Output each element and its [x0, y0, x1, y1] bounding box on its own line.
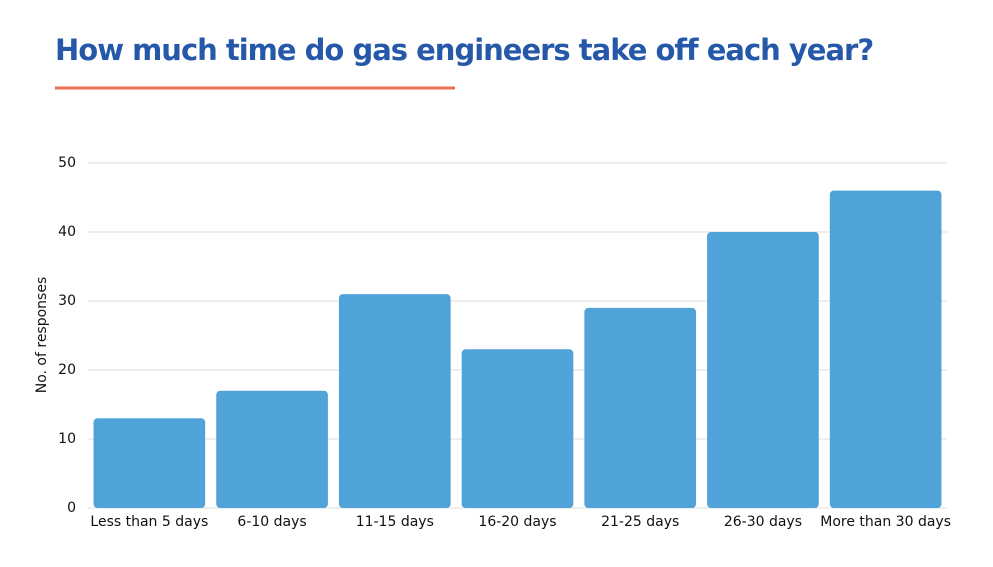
x-tick-label: 6-10 days: [237, 514, 306, 530]
y-tick-label: 50: [58, 155, 76, 171]
y-axis-label: No. of responses: [34, 277, 50, 394]
bar: [584, 307, 697, 508]
y-tick-label: 0: [67, 500, 76, 516]
x-tick-label: 16-20 days: [478, 514, 556, 530]
bar: [216, 390, 328, 508]
chart-title: How much time do gas engineers take off …: [55, 33, 873, 67]
y-tick-label: 40: [58, 224, 76, 240]
bar: [707, 232, 819, 508]
bar: [93, 418, 206, 508]
x-tick-label: Less than 5 days: [90, 514, 208, 530]
x-tick-label: 26-30 days: [724, 514, 802, 530]
bar: [461, 349, 574, 508]
bar: [338, 294, 451, 508]
y-tick-label: 10: [58, 431, 76, 447]
x-tick-label: 11-15 days: [356, 514, 434, 530]
x-tick-label: 21-25 days: [601, 514, 679, 530]
y-tick-label: 30: [58, 293, 76, 309]
bar: [829, 190, 942, 508]
y-tick-label: 20: [58, 362, 76, 378]
x-tick-label: More than 30 days: [820, 514, 951, 530]
